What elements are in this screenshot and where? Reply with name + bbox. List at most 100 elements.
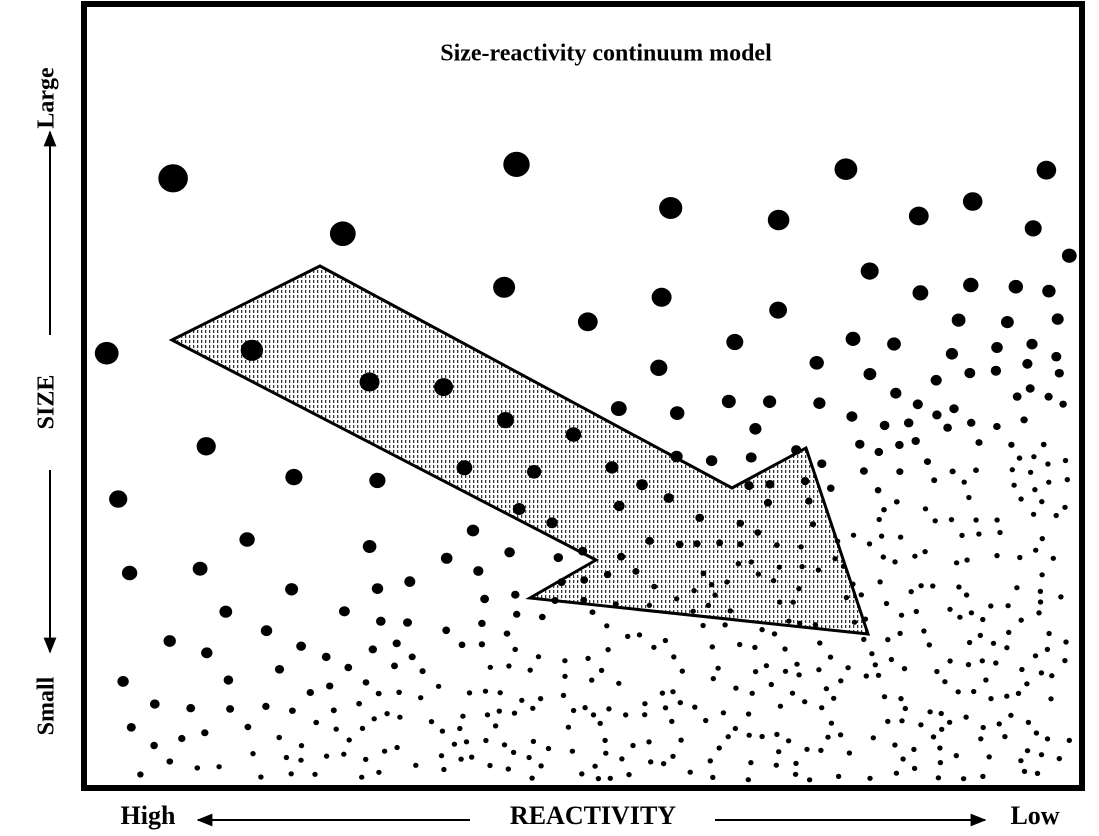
particle (137, 771, 144, 778)
particle (802, 699, 808, 705)
particle (785, 738, 792, 744)
particle (774, 542, 780, 548)
particle (163, 635, 176, 647)
particle (786, 618, 792, 624)
size-large: Large (34, 67, 60, 129)
particle (589, 609, 596, 615)
particle (636, 632, 643, 638)
particle (932, 410, 942, 420)
particle (497, 412, 514, 429)
particle (805, 497, 813, 505)
particle (527, 667, 533, 673)
particle (617, 552, 626, 561)
particle (1017, 554, 1023, 561)
particle (513, 610, 521, 618)
particle (1061, 248, 1077, 263)
particle (710, 774, 716, 781)
particle (675, 540, 684, 549)
particle (976, 531, 982, 537)
particle (670, 450, 683, 463)
particle (674, 596, 680, 602)
particle (733, 685, 739, 691)
particle (881, 694, 888, 700)
particle (749, 690, 755, 696)
particle (1064, 477, 1071, 483)
particle (577, 312, 598, 332)
particle (519, 697, 525, 703)
particle (1024, 748, 1031, 754)
particle (898, 696, 904, 702)
particle (478, 619, 486, 628)
particle (888, 656, 895, 663)
particle (375, 690, 382, 697)
particle (869, 651, 875, 657)
particle (505, 766, 511, 772)
particle (942, 679, 948, 685)
particle (557, 578, 566, 587)
particle (605, 461, 619, 474)
particle (860, 262, 879, 280)
particle (579, 771, 585, 777)
particle (1062, 658, 1068, 664)
particle (1008, 712, 1014, 718)
particle (562, 673, 568, 679)
particle (861, 636, 867, 643)
particle (712, 592, 718, 598)
particle (1024, 681, 1030, 687)
particle (626, 772, 632, 778)
particle (326, 682, 334, 690)
particle (930, 734, 937, 740)
particle (466, 690, 473, 696)
particle (602, 737, 608, 744)
particle (721, 394, 736, 409)
particle (863, 368, 877, 381)
particle (117, 676, 129, 687)
particle (651, 287, 672, 307)
particle (770, 578, 777, 584)
particle (776, 749, 782, 755)
particle (1042, 284, 1056, 298)
particle (1050, 555, 1057, 561)
particle (1006, 629, 1012, 636)
particle (553, 553, 563, 563)
particle (797, 620, 803, 627)
particle (677, 700, 683, 706)
particle (918, 583, 924, 589)
particle (759, 627, 765, 633)
particle (439, 728, 446, 734)
particle (441, 766, 447, 773)
particle (715, 665, 721, 671)
particle (537, 696, 544, 702)
particle (931, 477, 938, 484)
particle (451, 741, 458, 747)
particle (469, 754, 475, 760)
particle (736, 519, 745, 527)
particle (384, 711, 390, 717)
particle (973, 467, 979, 474)
particle (419, 668, 426, 675)
particle (831, 695, 837, 701)
particle (428, 719, 435, 725)
particle (1051, 351, 1062, 362)
particle (285, 468, 303, 486)
particle (832, 556, 838, 562)
particle (109, 490, 128, 508)
particle (226, 705, 235, 713)
particle (769, 301, 787, 319)
particle (463, 739, 470, 745)
particle (876, 516, 882, 523)
particle (732, 725, 739, 732)
particle (397, 714, 403, 720)
particle (651, 644, 657, 650)
particle (825, 734, 831, 740)
particle (744, 481, 754, 491)
particle (650, 359, 668, 376)
particle (484, 712, 491, 718)
particle (845, 331, 861, 346)
particle (196, 437, 216, 456)
particle (1025, 384, 1035, 393)
particle (1044, 736, 1051, 742)
particle (921, 628, 927, 634)
particle (603, 570, 612, 579)
particle (793, 760, 799, 767)
